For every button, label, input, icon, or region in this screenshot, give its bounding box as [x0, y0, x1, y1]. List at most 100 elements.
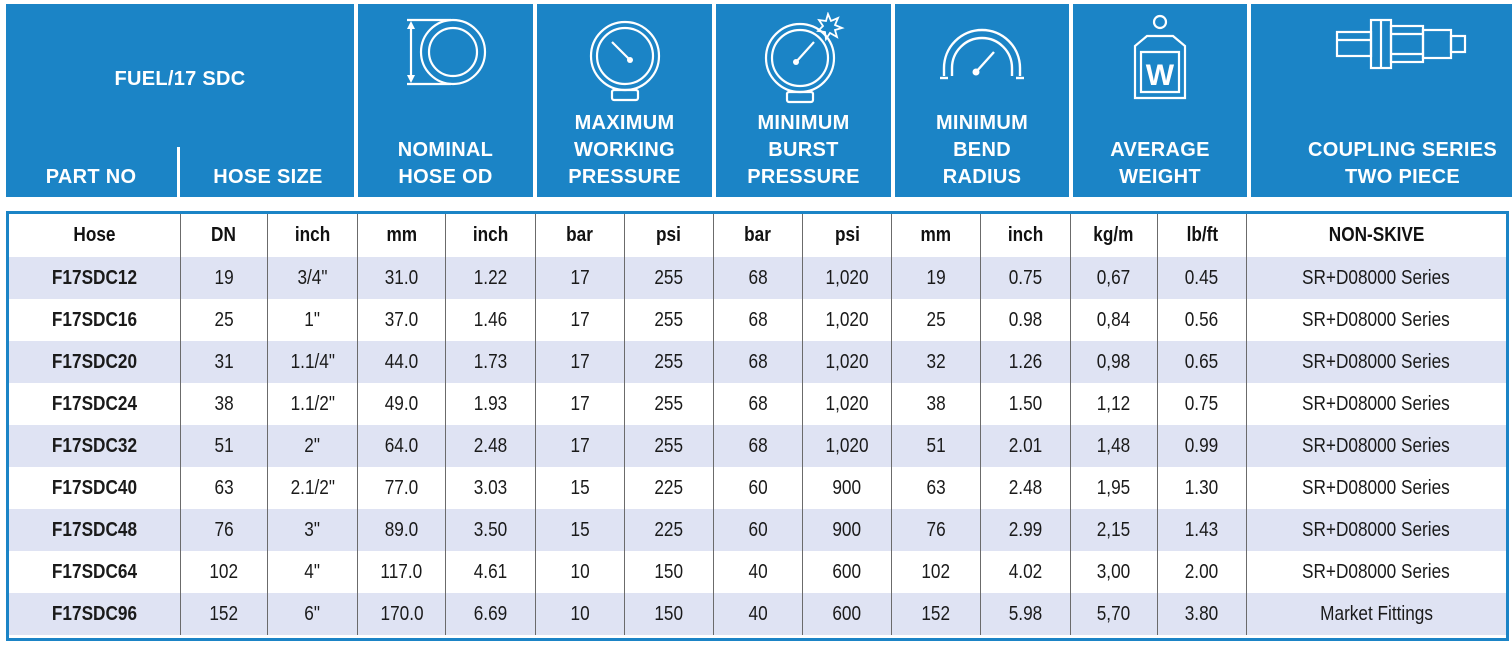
subheader-weight-lbft: lb/ft	[1157, 214, 1247, 257]
cell-bp-psi: 900	[801, 509, 892, 551]
part-no-label: PART NO	[45, 166, 137, 188]
cell-od-mm: 170.0	[356, 593, 446, 635]
cell-od-mm: 44.0	[356, 341, 446, 383]
subheader-bp-bar: bar	[713, 214, 803, 257]
cell-text: 1,020	[825, 350, 869, 373]
cell-text: 3"	[304, 518, 321, 541]
cell-bend-inch: 4.02	[979, 551, 1070, 593]
cell-bend-inch: 0.98	[979, 299, 1070, 341]
cell-size-inch: 1.1/4"	[267, 341, 358, 383]
cell-dn: 19	[179, 257, 268, 299]
cell-text: F17SDC20	[51, 350, 137, 373]
hose-cross-section-icon	[406, 18, 486, 86]
cell-bp-psi: 900	[801, 467, 892, 509]
cell-text: 1.43	[1185, 518, 1219, 541]
cell-text: 1.22	[473, 266, 508, 289]
cell-text: 19	[214, 266, 234, 289]
cell-dn: 25	[179, 299, 268, 341]
header-divider	[177, 147, 180, 197]
cell-text: 19	[926, 266, 946, 289]
cell-bp-psi: 600	[801, 551, 892, 593]
cell-text: 255	[654, 266, 684, 289]
cell-text: F17SDC16	[51, 308, 137, 331]
cell-text: SR+D08000 Series	[1302, 350, 1451, 373]
cell-text: 0,67	[1097, 266, 1131, 289]
cell-bend-mm: 25	[891, 299, 981, 341]
cell-text: 600	[832, 560, 862, 583]
subheader-bp-psi: psi	[801, 214, 892, 257]
table-row: F17SDC40 63 2.1/2" 77.0 3.03 15 225 60 900 63 2.48…	[9, 467, 1506, 509]
cell-text: 0.56	[1185, 308, 1219, 331]
cell-text: F17SDC48	[51, 518, 137, 541]
cell-bend-inch: 0.75	[979, 257, 1070, 299]
min-bend-radius-line2: BEND	[953, 139, 1011, 161]
nominal-hose-od-label-line2: HOSE OD	[398, 166, 493, 188]
average-weight-header: W AVERAGE WEIGHT	[1073, 4, 1247, 197]
part-hose-size-header: FUEL/17 SDC PART NO HOSE SIZE	[6, 4, 354, 197]
cell-dn: 102	[179, 551, 268, 593]
cell-wp-bar: 17	[534, 299, 625, 341]
cell-wp-bar: 15	[534, 509, 625, 551]
max-working-pressure-header: MAXIMUM WORKING PRESSURE	[537, 4, 712, 197]
cell-text: 1,020	[825, 266, 869, 289]
cell-text: 17	[570, 392, 590, 415]
max-working-pressure-line1: MAXIMUM	[574, 112, 675, 134]
cell-text: 25	[214, 308, 234, 331]
cell-text: 51	[214, 434, 234, 457]
cell-text: 60	[748, 518, 768, 541]
coupling-icon	[1335, 18, 1466, 70]
cell-text: 38	[214, 392, 234, 415]
cell-text: SR+D08000 Series	[1302, 266, 1451, 289]
cell-od-mm: 49.0	[356, 383, 446, 425]
cell-text: 17	[570, 308, 590, 331]
cell-text: 5,70	[1097, 602, 1131, 625]
cell-weight-lbft: 0.99	[1157, 425, 1247, 467]
subheader-text: inch	[1007, 224, 1043, 246]
series-title: FUEL/17 SDC	[114, 68, 246, 90]
cell-weight-kgm: 1,48	[1069, 425, 1158, 467]
subheader-text: NON-SKIVE	[1328, 224, 1425, 246]
pressure-gauge-icon	[589, 20, 660, 102]
cell-coupling: SR+D08000 Series	[1245, 257, 1506, 299]
cell-text: 68	[748, 350, 768, 373]
cell-weight-lbft: 2.00	[1157, 551, 1247, 593]
min-bend-radius-header: MINIMUM BEND RADIUS	[895, 4, 1069, 197]
cell-text: 15	[570, 476, 590, 499]
table-row: F17SDC20 31 1.1/4" 44.0 1.73 17 255 68 1,020 32 1.…	[9, 341, 1506, 383]
table-header-band: FUEL/17 SDC PART NO HOSE SIZE NOMINAL HO…	[6, 4, 1512, 197]
cell-bp-psi: 1,020	[801, 425, 892, 467]
cell-bend-inch: 1.26	[979, 341, 1070, 383]
cell-od-inch: 1.93	[445, 383, 536, 425]
cell-text: 0.99	[1185, 434, 1219, 457]
cell-od-inch: 1.46	[445, 299, 536, 341]
cell-wp-psi: 255	[623, 383, 714, 425]
cell-text: 1,020	[825, 392, 869, 415]
cell-text: 31	[214, 350, 234, 373]
cell-text: 150	[654, 602, 684, 625]
coupling-series-header: COUPLING SERIES TWO PIECE	[1251, 4, 1512, 197]
cell-bp-psi: 1,020	[801, 257, 892, 299]
min-burst-pressure-line3: PRESSURE	[747, 166, 860, 188]
cell-dn: 152	[179, 593, 268, 635]
cell-bp-bar: 60	[713, 467, 803, 509]
cell-bp-bar: 68	[713, 299, 803, 341]
subheader-text: lb/ft	[1186, 224, 1218, 246]
cell-bend-inch: 2.48	[979, 467, 1070, 509]
burst-gauge-icon	[764, 12, 845, 104]
cell-text: SR+D08000 Series	[1302, 434, 1451, 457]
cell-text: 600	[832, 602, 862, 625]
cell-text: SR+D08000 Series	[1302, 308, 1451, 331]
cell-text: 17	[570, 350, 590, 373]
cell-bend-mm: 152	[891, 593, 981, 635]
subheader-text: mm	[920, 224, 952, 246]
table-row: F17SDC48 76 3" 89.0 3.50 15 225 60 900 76 2.99 2,15…	[9, 509, 1506, 551]
weight-icon: W	[1133, 14, 1187, 100]
cell-text: 40	[748, 602, 768, 625]
subheader-coupling: NON-SKIVE	[1245, 214, 1506, 257]
cell-text: 4.61	[473, 560, 508, 583]
subheader-text: psi	[656, 224, 682, 246]
cell-text: Market Fittings	[1319, 602, 1433, 625]
cell-od-inch: 2.48	[445, 425, 536, 467]
cell-text: 2.1/2"	[290, 476, 335, 499]
cell-bend-mm: 63	[891, 467, 981, 509]
